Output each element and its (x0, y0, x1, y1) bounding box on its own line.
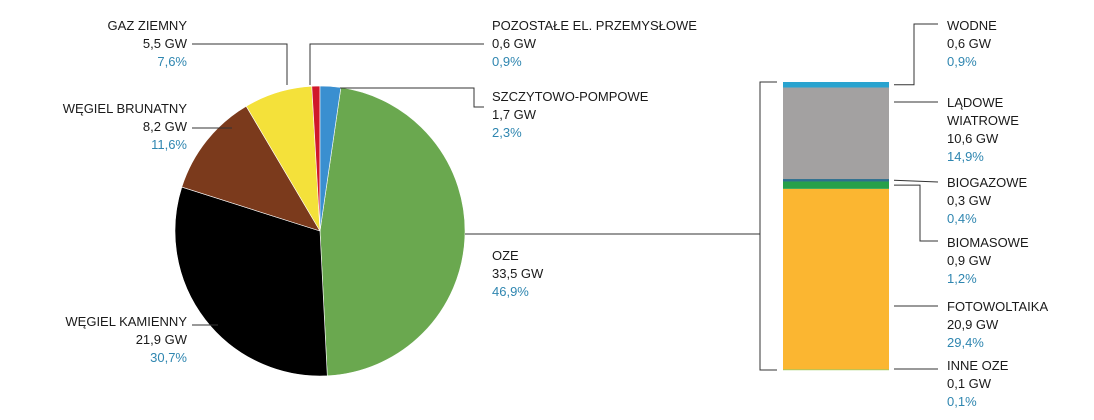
stack-segment-fotowoltaika (783, 188, 889, 370)
wegiel-brunatny-gw: 8,2 GW (143, 119, 188, 134)
biomasowe-name: BIOMASOWE (947, 235, 1029, 250)
stack-segment-biogazowe (783, 179, 889, 182)
gaz-ziemny-name: GAZ ZIEMNY (108, 18, 188, 33)
label-gaz-ziemny: GAZ ZIEMNY 5,5 GW 7,6% (108, 18, 188, 69)
label-wegiel-kamienny: WĘGIEL KAMIENNY 21,9 GW 30,7% (65, 314, 187, 365)
labels: GAZ ZIEMNY 5,5 GW 7,6% WĘGIEL BRUNATNY 8,2 G… (63, 18, 1049, 409)
wodne-name: WODNE (947, 18, 997, 33)
stack-segment-wodne (783, 82, 889, 88)
leader-lines (192, 23, 939, 371)
fotowoltaika-name: FOTOWOLTAIKA (947, 299, 1048, 314)
pozostale-el-przemyslowe-gw: 0,6 GW (492, 36, 537, 51)
wodne-pct: 0,9% (947, 54, 977, 69)
stacked-bar (783, 82, 889, 371)
label-pozostale-el-przemyslowe: POZOSTAŁE EL. PRZEMYSŁOWE 0,6 GW 0,9% (492, 18, 697, 69)
ladowe-wiatrowe-pct: 14,9% (947, 149, 984, 164)
label-biomasowe: BIOMASOWE 0,9 GW 1,2% (947, 235, 1029, 286)
szczytowo-pompowe-gw: 1,7 GW (492, 107, 537, 122)
leader-pozostale (309, 43, 484, 85)
inne-oze-pct: 0,1% (947, 394, 977, 409)
wegiel-brunatny-pct: 11,6% (151, 137, 187, 152)
gaz-ziemny-gw: 5,5 GW (143, 36, 188, 51)
pie-slice-wegiel-kamienny (174, 186, 328, 377)
stack-segment-inne-oze (783, 369, 889, 371)
gaz-ziemny-pct: 7,6% (157, 54, 187, 69)
szczytowo-pompowe-name: SZCZYTOWO-POMPOWE (492, 89, 649, 104)
label-fotowoltaika: FOTOWOLTAIKA 20,9 GW 29,4% (947, 299, 1048, 350)
label-wegiel-brunatny: WĘGIEL BRUNATNY 8,2 GW 11,6% (63, 101, 188, 152)
wodne-gw: 0,6 GW (947, 36, 992, 51)
fotowoltaika-gw: 20,9 GW (947, 317, 999, 332)
pie-slice-wegiel-brunatny (181, 105, 321, 232)
pie-slice-oze (319, 87, 466, 377)
oze-name: OZE (492, 248, 519, 263)
wegiel-kamienny-pct: 30,7% (150, 350, 187, 365)
biogazowe-name: BIOGAZOWE (947, 175, 1028, 190)
ladowe-wiatrowe-name-1: WIATROWE (947, 113, 1019, 128)
pie-chart (174, 85, 466, 377)
label-ladowe-wiatrowe: LĄDOWE WIATROWE 10,6 GW 14,9% (947, 95, 1019, 164)
leader-szczytowo-pompowe (340, 87, 484, 108)
leader-biomasowe (894, 184, 938, 242)
biogazowe-gw: 0,3 GW (947, 193, 992, 208)
biomasowe-pct: 1,2% (947, 271, 977, 286)
oze-gw: 33,5 GW (492, 266, 544, 281)
ladowe-wiatrowe-name: LĄDOWE (947, 95, 1004, 110)
biomasowe-gw: 0,9 GW (947, 253, 992, 268)
label-szczytowo-pompowe: SZCZYTOWO-POMPOWE 1,7 GW 2,3% (492, 89, 649, 140)
fotowoltaika-pct: 29,4% (947, 335, 984, 350)
inne-oze-gw: 0,1 GW (947, 376, 992, 391)
leader-wodne (894, 23, 938, 86)
stack-segment-biomasowe (783, 181, 889, 189)
oze-pct: 46,9% (492, 284, 529, 299)
wegiel-brunatny-name: WĘGIEL BRUNATNY (63, 101, 188, 116)
wegiel-kamienny-gw: 21,9 GW (136, 332, 188, 347)
label-biogazowe: BIOGAZOWE 0,3 GW 0,4% (947, 175, 1028, 226)
szczytowo-pompowe-pct: 2,3% (492, 125, 522, 140)
label-wodne: WODNE 0,6 GW 0,9% (947, 18, 997, 69)
pozostale-el-przemyslowe-name: POZOSTAŁE EL. PRZEMYSŁOWE (492, 18, 697, 33)
stack-segment-ladowe-wiatrowe (783, 87, 889, 180)
inne-oze-name: INNE OZE (947, 358, 1009, 373)
wegiel-kamienny-name: WĘGIEL KAMIENNY (65, 314, 187, 329)
leader-gaz-ziemny (192, 43, 288, 85)
ladowe-wiatrowe-gw: 10,6 GW (947, 131, 999, 146)
leader-biogazowe (893, 179, 939, 183)
label-inne-oze: INNE OZE 0,1 GW 0,1% (947, 358, 1009, 409)
stack-bracket (759, 81, 777, 371)
biogazowe-pct: 0,4% (947, 211, 977, 226)
pozostale-el-przemyslowe-pct: 0,9% (492, 54, 522, 69)
label-oze: OZE 33,5 GW 46,9% (492, 248, 544, 299)
